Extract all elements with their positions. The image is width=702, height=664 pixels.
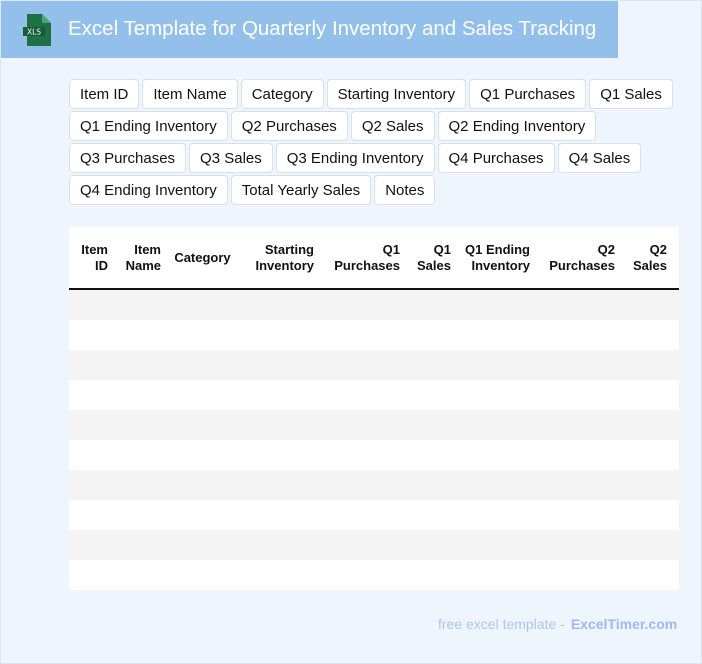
field-list: Item ID Item Name Category Starting Invento… [69, 79, 702, 207]
field-chip[interactable]: Q3 Purchases [69, 143, 187, 173]
table-row[interactable] [69, 500, 679, 530]
field-chip[interactable]: Notes [374, 175, 436, 205]
column-header[interactable]: Item Name [109, 227, 161, 288]
footer-text: free excel template - [438, 616, 565, 632]
table-row[interactable] [69, 320, 679, 350]
field-chip[interactable]: Total Yearly Sales [230, 175, 372, 205]
field-chip[interactable]: Q4 Ending Inventory [69, 175, 228, 205]
column-header-label: Q2 Sales [633, 241, 667, 273]
table-row[interactable] [69, 290, 679, 320]
table-row[interactable] [69, 380, 679, 410]
column-header-label: Q1 Ending Inventory [465, 241, 530, 273]
column-header[interactable]: Q2 Sales [616, 227, 667, 288]
field-chip[interactable]: Category [240, 79, 324, 109]
field-chip[interactable]: Q4 Purchases [437, 143, 555, 173]
column-header-label: Starting Inventory [255, 241, 314, 273]
column-header[interactable]: Q1 Sales [401, 227, 451, 288]
data-table: Item ID Item Name Category Starting Invento… [69, 227, 679, 590]
table-row[interactable] [69, 470, 679, 500]
field-chip[interactable]: Q1 Purchases [469, 79, 587, 109]
field-chip[interactable]: Item ID [69, 79, 140, 109]
field-chip[interactable]: Item Name [142, 79, 238, 109]
table-row[interactable] [69, 410, 679, 440]
column-header-label: Item ID [81, 241, 108, 273]
logo-text: XLS [27, 28, 41, 37]
footer: free excel template - ExcelTimer.com [438, 616, 677, 632]
field-chip[interactable]: Q3 Ending Inventory [275, 143, 435, 173]
column-header[interactable]: Q2 Purchases [531, 227, 615, 288]
column-header[interactable]: Q1 Purchases [315, 227, 400, 288]
column-header-label: Q2 Purchases [549, 241, 615, 273]
field-chip[interactable]: Q4 Sales [557, 143, 642, 173]
column-header[interactable]: Starting Inventory [237, 227, 314, 288]
field-chip[interactable]: Q2 Sales [350, 111, 435, 141]
column-header-label: Item Name [125, 241, 161, 273]
field-chip[interactable]: Q1 Ending Inventory [69, 111, 228, 141]
page-title: Excel Template for Quarterly Inventory a… [68, 17, 597, 40]
table-header: Item ID Item Name Category Starting Invento… [69, 227, 679, 290]
table-row[interactable] [69, 440, 679, 470]
table-body [69, 290, 679, 590]
column-header-label: Category [174, 249, 231, 265]
brand-link[interactable]: ExcelTimer.com [570, 616, 678, 632]
column-header-label: Q1 Purchases [334, 241, 400, 273]
table-row[interactable] [69, 560, 679, 590]
table-row[interactable] [69, 530, 679, 560]
field-chip[interactable]: Q1 Sales [589, 79, 673, 109]
column-header[interactable]: Category [169, 227, 236, 288]
column-header-label: Q1 Sales [417, 241, 451, 273]
field-chip[interactable]: Q2 Purchases [230, 111, 348, 141]
header: XLS Excel Template for Quarterly Invento… [1, 1, 618, 58]
field-chip[interactable]: Q2 Ending Inventory [437, 111, 597, 141]
table-row[interactable] [69, 350, 679, 380]
field-chip[interactable]: Starting Inventory [326, 79, 467, 109]
column-header[interactable]: Item ID [69, 227, 108, 288]
column-header[interactable]: Q1 Ending Inventory [452, 227, 530, 288]
excel-file-icon: XLS [23, 14, 51, 46]
field-chip[interactable]: Q3 Sales [189, 143, 273, 173]
